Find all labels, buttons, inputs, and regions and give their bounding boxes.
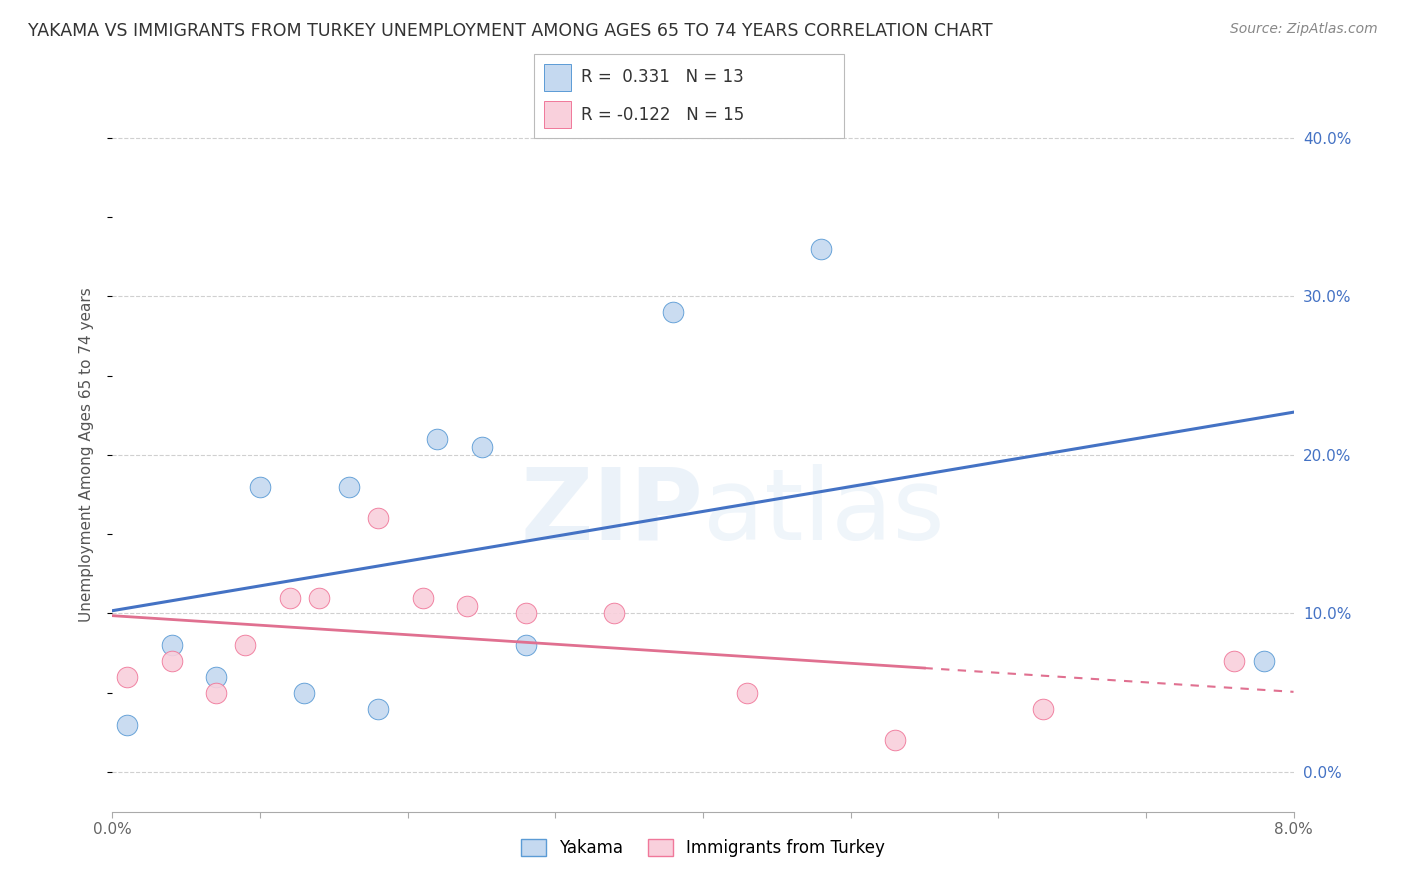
Point xyxy=(160,654,183,668)
Text: R =  0.331   N = 13: R = 0.331 N = 13 xyxy=(581,69,744,87)
Y-axis label: Unemployment Among Ages 65 to 74 years: Unemployment Among Ages 65 to 74 years xyxy=(79,287,94,623)
Point xyxy=(292,686,315,700)
Point xyxy=(1253,654,1275,668)
Point xyxy=(737,686,759,700)
Point xyxy=(662,305,685,319)
Point xyxy=(1032,701,1054,715)
Point xyxy=(884,733,907,747)
Text: Source: ZipAtlas.com: Source: ZipAtlas.com xyxy=(1230,22,1378,37)
Text: YAKAMA VS IMMIGRANTS FROM TURKEY UNEMPLOYMENT AMONG AGES 65 TO 74 YEARS CORRELAT: YAKAMA VS IMMIGRANTS FROM TURKEY UNEMPLO… xyxy=(28,22,993,40)
Bar xyxy=(544,63,571,91)
Bar xyxy=(544,101,571,128)
Point xyxy=(426,432,449,446)
Point xyxy=(233,638,256,652)
Legend: Yakama, Immigrants from Turkey: Yakama, Immigrants from Turkey xyxy=(515,832,891,864)
Point xyxy=(278,591,301,605)
Point xyxy=(205,670,228,684)
Point xyxy=(337,480,360,494)
Text: R = -0.122   N = 15: R = -0.122 N = 15 xyxy=(581,105,744,123)
Point xyxy=(249,480,271,494)
Text: ZIP: ZIP xyxy=(520,464,703,560)
Point xyxy=(412,591,434,605)
Point xyxy=(205,686,228,700)
Point xyxy=(515,638,537,652)
Point xyxy=(160,638,183,652)
Point xyxy=(603,607,626,621)
Point xyxy=(810,242,832,256)
Point xyxy=(456,599,478,613)
Point xyxy=(367,701,389,715)
Text: atlas: atlas xyxy=(703,464,945,560)
Point xyxy=(367,511,389,525)
Point xyxy=(117,670,138,684)
Point xyxy=(308,591,330,605)
Point xyxy=(471,440,494,454)
Point xyxy=(1223,654,1246,668)
Point xyxy=(515,607,537,621)
Point xyxy=(117,717,138,731)
FancyBboxPatch shape xyxy=(534,54,844,138)
